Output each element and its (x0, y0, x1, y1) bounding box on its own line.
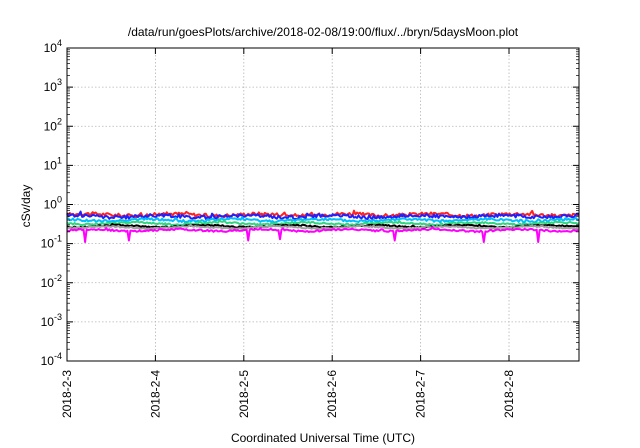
y-tick-label: 100 (44, 195, 62, 212)
grid-lines (67, 48, 579, 361)
y-tick-labels: 10-4 10-3 10-2 10-1 100 101 102 103 104 (41, 38, 62, 368)
y-tick-label: 102 (44, 116, 62, 133)
y-tick-label: 103 (44, 77, 62, 94)
y-axis-label: cSv/day (19, 185, 33, 228)
chart-title: /data/run/goesPlots/archive/2018-02-08/1… (128, 25, 519, 39)
x-tick-label: 2018-2-8 (502, 370, 516, 418)
y-tick-label: 10-3 (41, 312, 62, 329)
axis-ticks (66, 47, 579, 362)
x-tick-label: 2018-2-3 (60, 370, 74, 418)
x-tick-label: 2018-2-4 (148, 370, 162, 418)
y-tick-label: 10-1 (41, 234, 62, 251)
y-tick-label: 10-4 (41, 351, 62, 368)
series-line (66, 222, 580, 229)
series-line (66, 216, 580, 224)
series-line (66, 210, 580, 220)
series-line (66, 226, 580, 243)
x-tick-labels: 2018-2-3 2018-2-4 2018-2-5 2018-2-6 2018-2-7… (60, 370, 516, 418)
y-tick-label: 104 (44, 38, 62, 55)
x-tick-label: 2018-2-7 (414, 370, 428, 418)
series-lines (66, 209, 580, 243)
x-axis-label: Coordinated Universal Time (UTC) (231, 431, 415, 445)
y-tick-label: 10-2 (41, 273, 62, 290)
y-tick-label: 101 (44, 155, 62, 172)
series-line (66, 223, 580, 231)
series-line (66, 219, 580, 227)
x-tick-label: 2018-2-5 (237, 370, 251, 418)
x-tick-label: 2018-2-6 (325, 370, 339, 418)
